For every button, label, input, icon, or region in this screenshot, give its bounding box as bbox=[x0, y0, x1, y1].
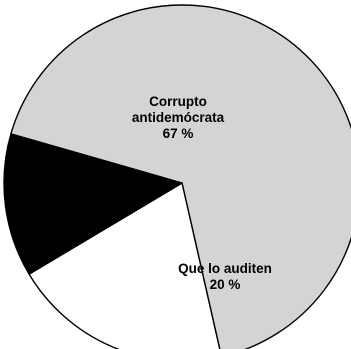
slice-label-0: Corrupto antidemócrata 67 % bbox=[132, 94, 225, 141]
slice-label-1: Que lo auditen 20 % bbox=[178, 261, 272, 292]
slice-label-line: 67 % bbox=[163, 126, 194, 141]
slice-label-line: Corrupto bbox=[149, 94, 207, 109]
slice-label-line: antidemócrata bbox=[132, 110, 225, 125]
pie-slice-0 bbox=[10, 4, 351, 349]
slice-label-line: 20 % bbox=[210, 277, 241, 292]
slice-label-line: Que lo auditen bbox=[178, 261, 272, 276]
pie-slice-2 bbox=[3, 133, 183, 275]
pie-slice-1 bbox=[28, 182, 221, 349]
pie-slices bbox=[3, 4, 351, 349]
